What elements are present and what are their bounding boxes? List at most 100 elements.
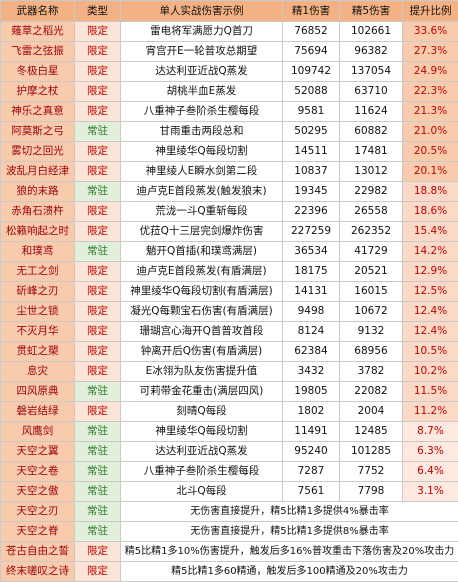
r5-damage: 16015 <box>340 282 403 302</box>
increase-percent: 21.3% <box>403 102 458 122</box>
r1-damage: 52088 <box>283 82 340 102</box>
increase-percent: 21.0% <box>403 122 458 142</box>
damage-example: 钟离开后Q伤害(有盾满层) <box>121 342 283 362</box>
r1-damage: 9498 <box>283 302 340 322</box>
weapon-type: 限定 <box>75 62 121 82</box>
damage-example: 甘雨重击两段总和 <box>121 122 283 142</box>
r5-damage: 26558 <box>340 202 403 222</box>
increase-percent: 14.2% <box>403 242 458 262</box>
weapon-type: 常驻 <box>75 182 121 202</box>
weapon-type: 限定 <box>75 162 121 182</box>
r1-damage: 36534 <box>283 242 340 262</box>
weapon-name: 苍古自由之誓 <box>1 542 75 562</box>
weapon-type: 限定 <box>75 362 121 382</box>
increase-percent: 12.4% <box>403 302 458 322</box>
increase-percent: 6.3% <box>403 442 458 462</box>
r5-damage: 22082 <box>340 382 403 402</box>
weapon-name: 狼的末路 <box>1 182 75 202</box>
weapon-type: 常驻 <box>75 482 121 502</box>
damage-example: 凝光Q每颗宝石伤害(有盾满层) <box>121 302 283 322</box>
r1-damage: 22396 <box>283 202 340 222</box>
damage-example: 宵宫开E一轮普攻总期望 <box>121 42 283 62</box>
damage-example: 神里绫华Q每段切割(有盾满层) <box>121 282 283 302</box>
r5-damage: 17481 <box>340 142 403 162</box>
weapon-name: 磐岩结绿 <box>1 402 75 422</box>
r1-damage: 95240 <box>283 442 340 462</box>
weapon-name: 天空之卷 <box>1 462 75 482</box>
weapon-name: 终末嗟叹之诗 <box>1 562 75 582</box>
r1-damage: 3432 <box>283 362 340 382</box>
weapon-name: 薙草之稻光 <box>1 22 75 42</box>
damage-example: 胡桃半血E蒸发 <box>121 82 283 102</box>
weapon-name: 雾切之回光 <box>1 142 75 162</box>
increase-percent: 22.3% <box>403 82 458 102</box>
weapon-type: 限定 <box>75 342 121 362</box>
damage-example: 神里绫华Q每段切割 <box>121 142 283 162</box>
weapon-type: 限定 <box>75 142 121 162</box>
r5-damage: 7798 <box>340 482 403 502</box>
weapon-name: 息灾 <box>1 362 75 382</box>
increase-percent: 8.7% <box>403 422 458 442</box>
weapon-type: 限定 <box>75 542 121 562</box>
damage-example: 魈开Q首插(和璞鸢满层) <box>121 242 283 262</box>
weapon-name: 阿莫斯之弓 <box>1 122 75 142</box>
header-r1: 精1伤害 <box>283 1 340 22</box>
weapon-name: 松籁响起之时 <box>1 222 75 242</box>
weapon-type: 限定 <box>75 202 121 222</box>
r1-damage: 19805 <box>283 382 340 402</box>
r1-damage: 7561 <box>283 482 340 502</box>
increase-percent: 24.9% <box>403 62 458 82</box>
weapon-type: 常驻 <box>75 462 121 482</box>
r5-damage: 41729 <box>340 242 403 262</box>
weapon-type: 限定 <box>75 562 121 582</box>
weapon-type: 限定 <box>75 402 121 422</box>
weapon-name: 飞雷之弦振 <box>1 42 75 62</box>
r5-damage: 262352 <box>340 222 403 242</box>
weapon-type: 常驻 <box>75 502 121 522</box>
r5-damage: 68956 <box>340 342 403 362</box>
weapon-type: 常驻 <box>75 422 121 442</box>
damage-example: 迪卢克E首段蒸发(触发狼末) <box>121 182 283 202</box>
damage-example: 八重神子叁阶杀生樱每段 <box>121 102 283 122</box>
weapon-type: 常驻 <box>75 242 121 262</box>
r1-damage: 14511 <box>283 142 340 162</box>
weapon-type: 限定 <box>75 302 121 322</box>
weapon-name: 护摩之杖 <box>1 82 75 102</box>
r5-damage: 2004 <box>340 402 403 422</box>
weapon-name: 赤角石溃杵 <box>1 202 75 222</box>
weapon-name: 斫峰之刃 <box>1 282 75 302</box>
r1-damage: 62384 <box>283 342 340 362</box>
r5-damage: 102661 <box>340 22 403 42</box>
r1-damage: 109742 <box>283 62 340 82</box>
r1-damage: 227259 <box>283 222 340 242</box>
weapon-type: 常驻 <box>75 382 121 402</box>
increase-percent: 12.5% <box>403 282 458 302</box>
weapon-name: 波乱月白经津 <box>1 162 75 182</box>
refinement-note: 无伤害直接提升，精5比精1多提供8%暴击率 <box>121 522 458 542</box>
damage-example: 可莉带金花重击(满层四风) <box>121 382 283 402</box>
damage-example: 雷电将军满愿力Q首刀 <box>121 22 283 42</box>
damage-example: 达达利亚近战Q蒸发 <box>121 62 283 82</box>
increase-percent: 12.9% <box>403 262 458 282</box>
weapon-type: 限定 <box>75 22 121 42</box>
increase-percent: 10.5% <box>403 342 458 362</box>
r5-damage: 11624 <box>340 102 403 122</box>
r1-damage: 7287 <box>283 462 340 482</box>
weapon-type: 限定 <box>75 42 121 62</box>
header-pct: 提升比例 <box>403 1 458 22</box>
increase-percent: 20.5% <box>403 142 458 162</box>
